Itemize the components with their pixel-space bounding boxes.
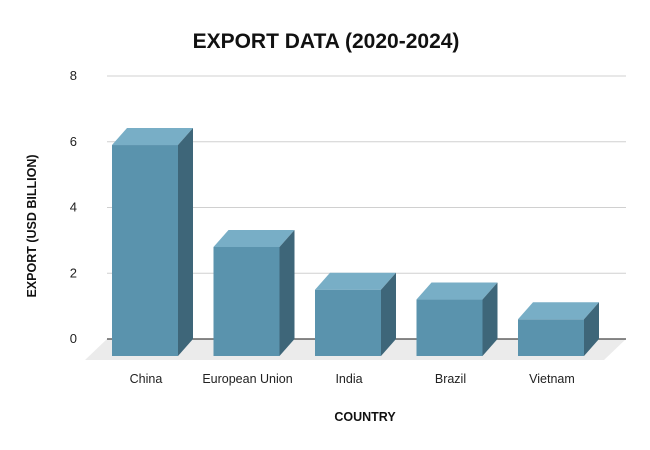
chart-title: EXPORT DATA (2020-2024) [193, 30, 460, 53]
y-tick-labels: 0 2 4 6 8 [70, 68, 77, 346]
bar-top-face [112, 128, 193, 146]
y-tick-label: 0 [70, 331, 77, 346]
bar-top-face [416, 282, 498, 300]
bar-front-face [112, 145, 178, 356]
x-tick-label: Brazil [435, 372, 466, 386]
bar-top-face [213, 229, 295, 247]
x-tick-labels: China European Union India Brazil Vietnam [130, 372, 575, 386]
x-tick-label: China [130, 372, 163, 386]
y-tick-label: 8 [70, 68, 77, 83]
y-tick-label: 4 [70, 200, 77, 215]
bar-front-face [416, 299, 483, 356]
x-tick-label: India [335, 372, 362, 386]
bar-side-face [584, 302, 599, 356]
x-tick-label: Vietnam [529, 372, 575, 386]
bar [315, 272, 396, 356]
x-axis-title: COUNTRY [334, 410, 396, 424]
bar-top-face [315, 272, 396, 290]
bar-side-face [482, 282, 498, 356]
x-tick-label: European Union [202, 372, 292, 386]
bar-side-face [279, 229, 295, 356]
y-tick-label: 6 [70, 134, 77, 149]
y-tick-label: 2 [70, 265, 77, 280]
bar-top-face [518, 302, 599, 320]
bar [112, 128, 193, 356]
bar-side-face [381, 272, 396, 356]
y-axis-title: EXPORT (USD BILLION) [25, 154, 39, 297]
bar-front-face [518, 319, 584, 356]
bar-front-face [315, 289, 381, 356]
bar [213, 229, 295, 356]
bar-side-face [178, 128, 193, 356]
bar-front-face [213, 246, 280, 356]
bar [416, 282, 498, 356]
bars [112, 128, 599, 356]
bar [518, 302, 599, 356]
